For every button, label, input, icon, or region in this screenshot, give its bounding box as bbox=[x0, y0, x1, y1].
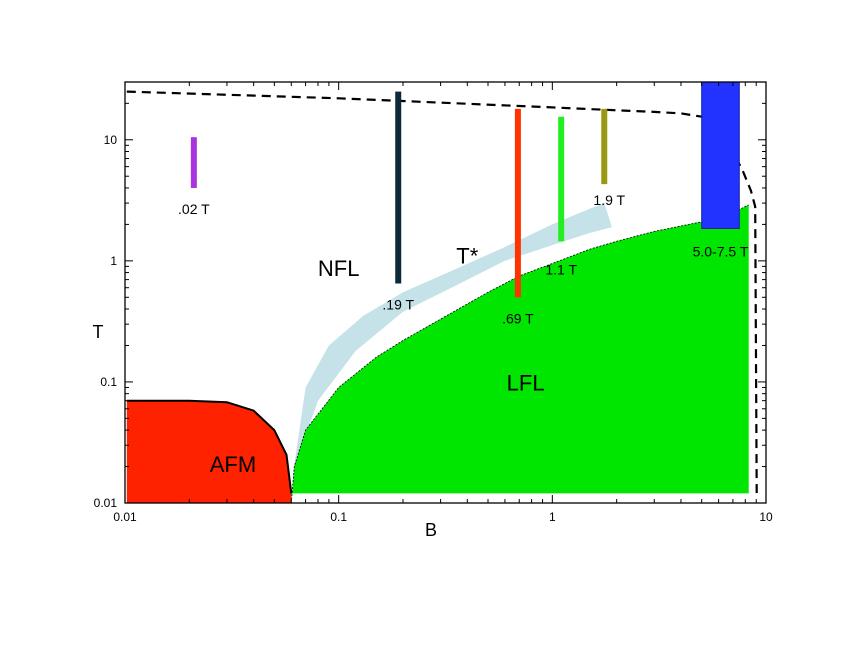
region-label-lfl: LFL bbox=[507, 370, 545, 395]
field-bar-label-1: .19 T bbox=[382, 296, 414, 312]
region-label-tstar: T* bbox=[456, 244, 478, 269]
field-bar-4 bbox=[601, 108, 608, 185]
y-tick-label-3: 10 bbox=[104, 133, 118, 147]
field-bar-5 bbox=[701, 81, 740, 229]
field-bar-label-5: 5.0-7.5 T bbox=[693, 243, 749, 259]
tstar-band bbox=[291, 203, 612, 486]
field-bar-label-3: 1.1 T bbox=[545, 261, 577, 277]
field-bar-label-0: .02 T bbox=[178, 201, 210, 217]
x-tick-label-3: 10 bbox=[759, 510, 773, 524]
field-bar-1 bbox=[395, 91, 402, 284]
region-label-afm: AFM bbox=[210, 452, 256, 477]
plot-frame bbox=[124, 81, 767, 504]
y-tick-label-0: 0.01 bbox=[94, 496, 118, 510]
y-axis-title: T bbox=[93, 322, 104, 342]
x-tick-label-2: 1 bbox=[549, 510, 556, 524]
field-bar-2 bbox=[514, 108, 521, 298]
afm-boundary-line bbox=[126, 399, 293, 494]
lfl-boundary-line bbox=[290, 204, 749, 504]
y-tick-label-2: 1 bbox=[110, 254, 117, 268]
x-tick-label-0: 0.01 bbox=[113, 510, 137, 524]
x-axis-title: B bbox=[425, 520, 437, 540]
lfl-region bbox=[291, 204, 749, 503]
y-tick-label-1: 0.1 bbox=[100, 375, 117, 389]
field-bar-0 bbox=[190, 137, 197, 188]
field-bar-label-4: 1.9 T bbox=[593, 192, 625, 208]
region-label-nfl: NFL bbox=[318, 256, 360, 281]
plot-area: .02 T .19 T .69 T 1.1 T 1.9 T 5.0-7.5 T AFM LFL… bbox=[126, 81, 758, 504]
x-tick-label-1: 0.1 bbox=[330, 510, 347, 524]
field-bar-3 bbox=[558, 116, 565, 242]
field-bar-label-2: .69 T bbox=[502, 310, 534, 326]
axis-ticks: 0.01 0.1 1 10 0.01 0.1 1 10 bbox=[94, 81, 773, 524]
afm-region bbox=[126, 400, 292, 503]
